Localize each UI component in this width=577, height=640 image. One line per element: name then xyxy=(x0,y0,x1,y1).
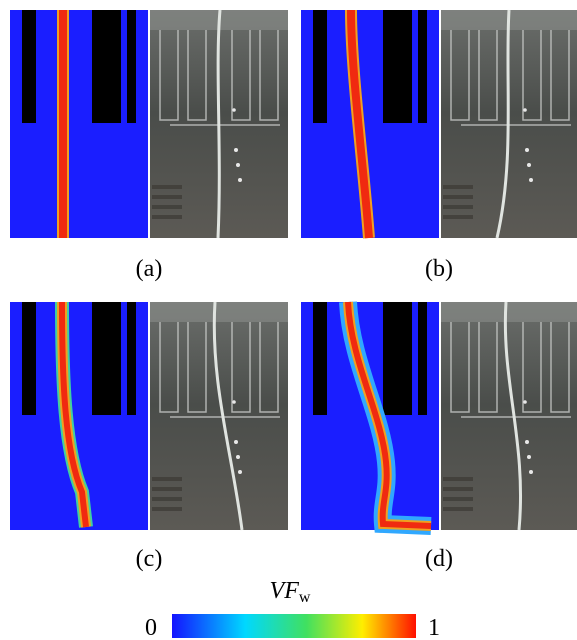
panel-b xyxy=(301,9,577,239)
panel-label: (d) xyxy=(425,546,453,572)
colorbar xyxy=(172,614,416,638)
panel-label: (c) xyxy=(136,546,163,572)
panel-a xyxy=(10,9,289,239)
colorbar-label: VF xyxy=(270,578,300,604)
colorbar-min: 0 xyxy=(145,615,157,640)
panel-d xyxy=(301,301,577,535)
colorbar-max: 1 xyxy=(428,615,440,640)
panel-c xyxy=(10,301,289,531)
colorbar-label-sub: w xyxy=(299,589,311,606)
panel-label: (b) xyxy=(425,256,453,282)
panel-label: (a) xyxy=(136,256,163,282)
colorbar-title: VFw xyxy=(270,578,311,606)
